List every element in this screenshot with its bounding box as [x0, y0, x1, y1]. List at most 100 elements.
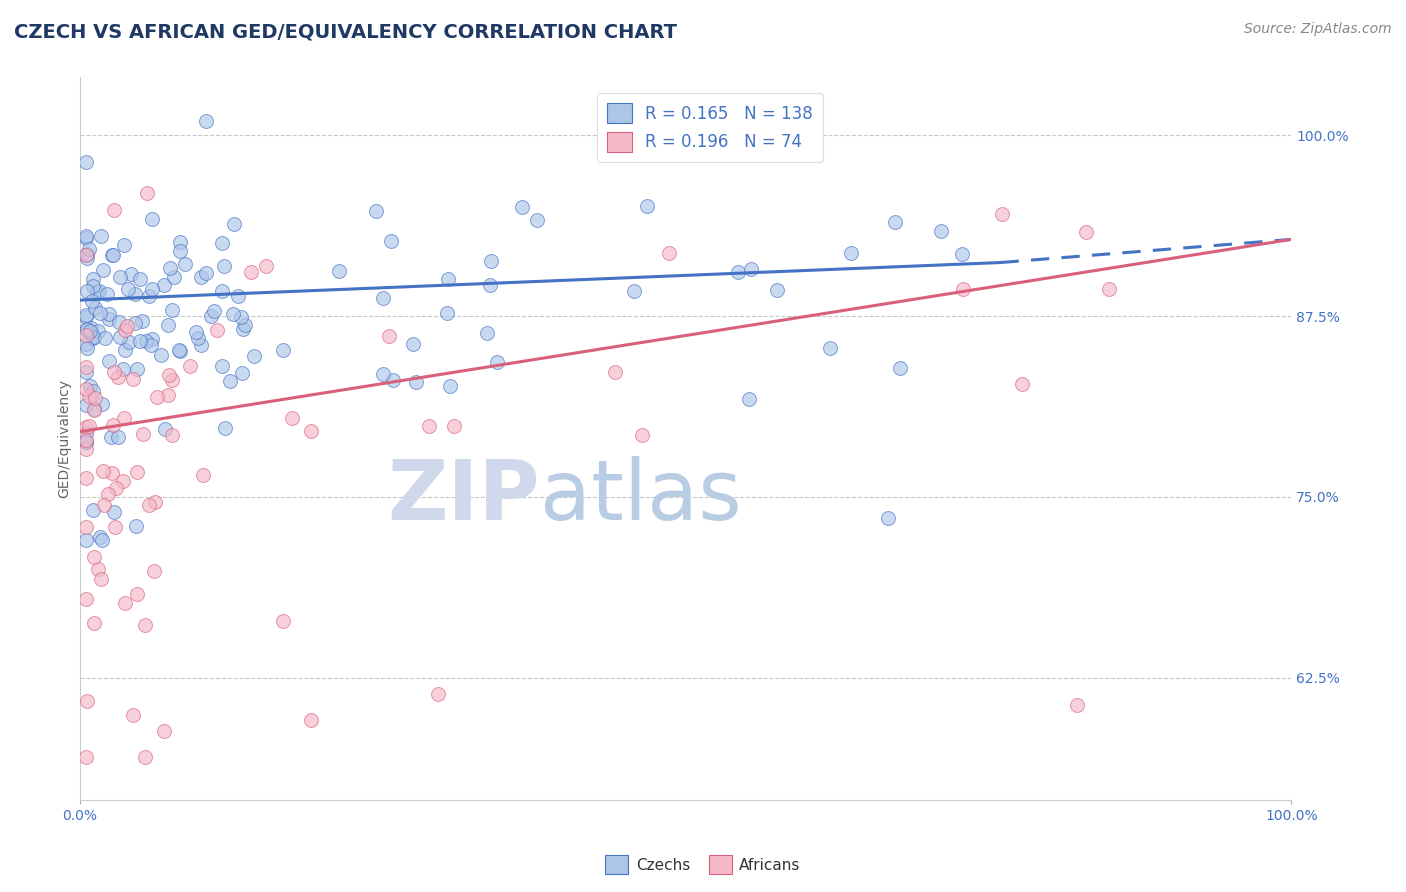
Point: [90, 572, 112, 586]
Point: [77, 418, 100, 433]
Point: [132, 426, 155, 441]
Point: [75, 470, 97, 484]
Point: [141, 212, 163, 227]
Point: [76, 247, 98, 261]
Point: [75, 419, 97, 434]
Point: [82, 330, 104, 344]
Point: [100, 430, 122, 444]
Point: [118, 334, 141, 349]
Point: [117, 318, 139, 333]
Point: [76, 252, 98, 266]
Point: [174, 257, 197, 271]
Point: [75, 365, 97, 379]
Point: [75, 360, 97, 375]
Point: [83, 391, 105, 405]
Point: [76, 342, 98, 356]
Point: [631, 428, 654, 442]
Point: [380, 234, 402, 248]
Point: [122, 371, 145, 385]
Point: [194, 266, 217, 280]
Point: [157, 318, 180, 332]
Point: [82, 330, 104, 344]
Point: [194, 113, 217, 128]
Point: [89, 306, 111, 320]
Point: [526, 213, 548, 227]
Point: [475, 326, 498, 340]
Point: [1074, 225, 1097, 239]
Text: ZIP: ZIP: [388, 457, 540, 537]
Point: [373, 291, 395, 305]
Point: [93, 499, 115, 513]
Point: [97, 311, 120, 326]
Point: [101, 417, 124, 432]
Point: [211, 285, 233, 299]
Point: [219, 374, 242, 388]
Point: [82, 272, 104, 286]
Point: [1066, 698, 1088, 712]
Point: [143, 495, 166, 509]
Point: [200, 309, 222, 323]
Point: [114, 343, 136, 358]
Point: [100, 466, 122, 480]
Point: [877, 511, 900, 525]
Point: [162, 428, 184, 442]
Point: [75, 154, 97, 169]
Point: [87, 324, 110, 338]
Point: [96, 287, 118, 301]
Point: [658, 245, 681, 260]
Point: [75, 434, 97, 448]
Point: [214, 421, 236, 435]
Point: [75, 442, 97, 456]
Point: [80, 321, 103, 335]
Point: [929, 224, 952, 238]
Point: [727, 265, 749, 279]
Point: [104, 520, 127, 534]
Point: [299, 424, 322, 438]
Point: [145, 390, 167, 404]
Point: [299, 713, 322, 727]
Point: [75, 247, 97, 261]
Point: [190, 269, 212, 284]
Point: [79, 324, 101, 338]
Point: [271, 343, 294, 358]
Point: [382, 373, 405, 387]
Point: [87, 562, 110, 576]
Point: [443, 419, 465, 434]
Point: [427, 687, 450, 701]
Point: [97, 353, 120, 368]
Point: [86, 285, 108, 299]
Point: [114, 323, 136, 337]
Point: [231, 366, 253, 380]
Point: [75, 310, 97, 324]
Legend: Czechs, Africans: Czechs, Africans: [599, 849, 807, 880]
Point: [163, 269, 186, 284]
Point: [401, 337, 423, 351]
Point: [160, 302, 183, 317]
Point: [436, 305, 458, 319]
Point: [439, 379, 461, 393]
Point: [226, 289, 249, 303]
Point: [149, 348, 172, 362]
Point: [82, 502, 104, 516]
Point: [136, 186, 159, 200]
Point: [89, 530, 111, 544]
Point: [202, 303, 225, 318]
Point: [740, 262, 762, 277]
Point: [131, 314, 153, 328]
Point: [91, 397, 114, 411]
Point: [76, 321, 98, 335]
Point: [96, 487, 118, 501]
Point: [135, 334, 157, 348]
Point: [112, 361, 135, 376]
Point: [179, 359, 201, 373]
Point: [191, 467, 214, 482]
Point: [103, 505, 125, 519]
Point: [107, 430, 129, 444]
Point: [76, 694, 98, 708]
Point: [122, 707, 145, 722]
Point: [153, 723, 176, 738]
Point: [138, 289, 160, 303]
Point: [636, 199, 658, 213]
Point: [75, 591, 97, 606]
Point: [184, 325, 207, 339]
